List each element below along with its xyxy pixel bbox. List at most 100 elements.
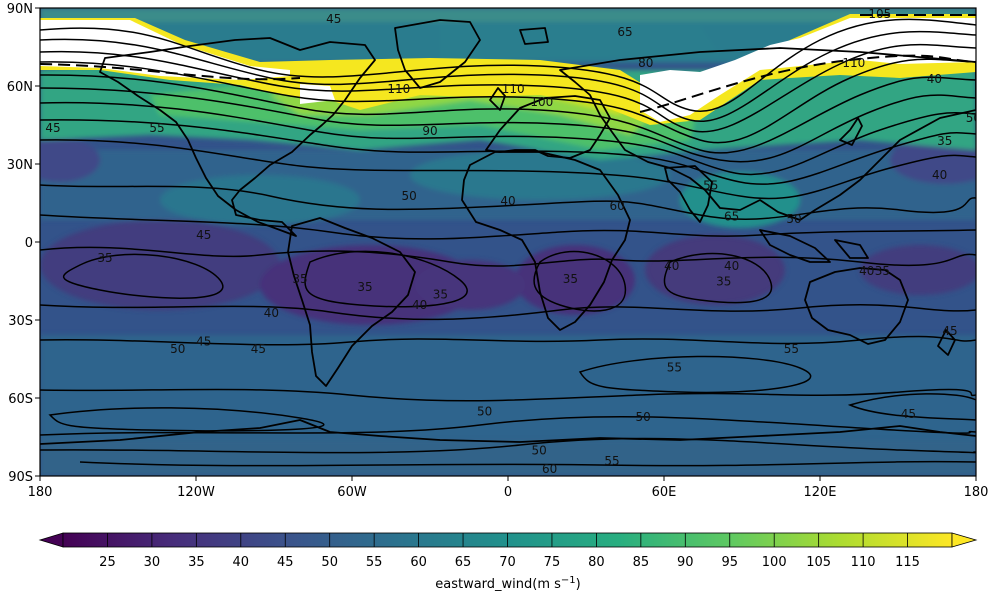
contour-label: 40 bbox=[664, 259, 679, 273]
contour-label: 50 bbox=[170, 342, 185, 356]
coastline-australia bbox=[804, 267, 909, 345]
coastline-asia bbox=[559, 47, 976, 221]
contour-label: 45 bbox=[251, 342, 266, 356]
colorbar-extend-high bbox=[951, 532, 978, 548]
colorbar-tick-label: 30 bbox=[144, 555, 161, 570]
axes: 180 120W 60W 0 60E 120E 180 90N 60N 30N 0 30S 60S 90S bbox=[7, 2, 989, 500]
contour-label: 45 bbox=[326, 12, 341, 26]
coastline-svalbard bbox=[519, 27, 549, 45]
x-tick-label: 120W bbox=[177, 485, 215, 500]
y-tick-label: 30S bbox=[8, 314, 33, 329]
coastline-india bbox=[664, 165, 713, 223]
coastline-europe-africa bbox=[485, 95, 611, 159]
contour-label: 60 bbox=[610, 199, 625, 213]
colorbar-tick-label: 40 bbox=[233, 555, 250, 570]
colorbar-tick-label: 70 bbox=[499, 555, 516, 570]
colorbar-extend-low bbox=[38, 532, 64, 548]
contour-label: 110 bbox=[502, 82, 525, 96]
contour-label: 40 bbox=[500, 194, 515, 208]
y-tick-label: 30N bbox=[7, 158, 33, 173]
colorbar-tick-label: 60 bbox=[410, 555, 427, 570]
coastline-antarctica bbox=[40, 419, 976, 445]
contour-label: 100 bbox=[530, 95, 553, 109]
colorbar-tick-label: 45 bbox=[277, 555, 294, 570]
colorbar-tick-label: 85 bbox=[633, 555, 650, 570]
x-tick-label: 60W bbox=[337, 485, 367, 500]
colorbar-tick-label: 25 bbox=[99, 555, 116, 570]
x-tick-label: 60E bbox=[652, 485, 677, 500]
colorbar-tick-label: 55 bbox=[366, 555, 383, 570]
contour-label: 55 bbox=[604, 454, 619, 468]
contour-label: 40 bbox=[927, 72, 942, 86]
contour-label: 55 bbox=[667, 360, 682, 374]
contour-label: 55 bbox=[703, 178, 718, 192]
contour-label: 35 bbox=[292, 272, 307, 286]
colorbar-ticks: 25 30 35 40 45 50 55 60 65 70 75 80 85 90 95 100 105 110 1… bbox=[99, 533, 920, 570]
contour-label: 60 bbox=[542, 462, 557, 476]
contour-label: 50 bbox=[402, 189, 417, 203]
y-tick-label: 0 bbox=[25, 236, 33, 251]
dashed-contours bbox=[40, 14, 976, 113]
coastline-south-america bbox=[287, 217, 416, 387]
x-tick-label: 0 bbox=[504, 485, 512, 500]
colorbar-tick-label: 75 bbox=[544, 555, 561, 570]
coastline-greenland bbox=[394, 19, 481, 89]
contour-label: 45 bbox=[196, 334, 211, 348]
contour-label: 80 bbox=[638, 56, 653, 70]
contour-label: 45 bbox=[45, 121, 60, 135]
coastline-north-america bbox=[99, 37, 376, 237]
y-tick-label: 60N bbox=[7, 80, 33, 95]
colorbar-tick-label: 105 bbox=[806, 555, 831, 570]
contour-label: 35 bbox=[563, 272, 578, 286]
contour-label: 65 bbox=[724, 210, 739, 224]
contour-label: 50 bbox=[636, 410, 651, 424]
colorbar-tick-label: 110 bbox=[851, 555, 876, 570]
jet-core-white-west bbox=[640, 18, 976, 122]
contour-label: 90 bbox=[422, 124, 437, 138]
contour-label: 65 bbox=[617, 25, 632, 39]
coastline-japan bbox=[839, 117, 863, 146]
coastline-new-zealand bbox=[937, 329, 956, 356]
contour-label: 110 bbox=[842, 56, 865, 70]
contour-label: 35 bbox=[433, 288, 448, 302]
contour-label: 45 bbox=[942, 324, 957, 338]
contour-label: 40 bbox=[264, 306, 279, 320]
coastline-uk bbox=[489, 87, 506, 111]
coastline-sea-islands bbox=[759, 229, 869, 263]
colorbar-tick-label: 80 bbox=[588, 555, 605, 570]
contour-label: 50 bbox=[477, 405, 492, 419]
colorbar-tick-label: 50 bbox=[321, 555, 338, 570]
colorbar-tick-label: 35 bbox=[188, 555, 205, 570]
contour-label: 40 bbox=[724, 259, 739, 273]
colorbar: 25 30 35 40 45 50 55 60 65 70 75 80 85 90 95 100 105 110 1… bbox=[38, 532, 978, 592]
x-tick-label: 180 bbox=[964, 485, 989, 500]
contour-label: 50 bbox=[786, 212, 801, 226]
contour-label: 105 bbox=[868, 7, 891, 21]
contour-label: 50 bbox=[966, 111, 981, 125]
contour-label: 40 bbox=[412, 298, 427, 312]
contour-label: 35 bbox=[97, 251, 112, 265]
coastline-africa bbox=[461, 151, 631, 331]
contour-label: 35 bbox=[875, 264, 890, 278]
x-tick-label: 120E bbox=[803, 485, 836, 500]
contour-label: 40 bbox=[932, 168, 947, 182]
contour-label: 35 bbox=[716, 275, 731, 289]
colorbar-title: eastward_wind(m s−1) bbox=[435, 575, 581, 592]
contour-label: 45 bbox=[196, 228, 211, 242]
contour-label: 35 bbox=[357, 280, 372, 294]
x-tick-label: 180 bbox=[28, 485, 53, 500]
colorbar-tick-label: 90 bbox=[677, 555, 694, 570]
contour-label: 35 bbox=[937, 134, 952, 148]
contour-label: 45 bbox=[901, 407, 916, 421]
y-tick-label: 60S bbox=[8, 392, 33, 407]
y-tick-label: 90S bbox=[8, 470, 33, 485]
colorbar-tick-label: 115 bbox=[895, 555, 920, 570]
coastlines bbox=[40, 19, 976, 445]
contour-label: 55 bbox=[149, 121, 164, 135]
contour-label: 40 bbox=[859, 264, 874, 278]
contour-label: 55 bbox=[784, 342, 799, 356]
contour-label: 50 bbox=[532, 444, 547, 458]
